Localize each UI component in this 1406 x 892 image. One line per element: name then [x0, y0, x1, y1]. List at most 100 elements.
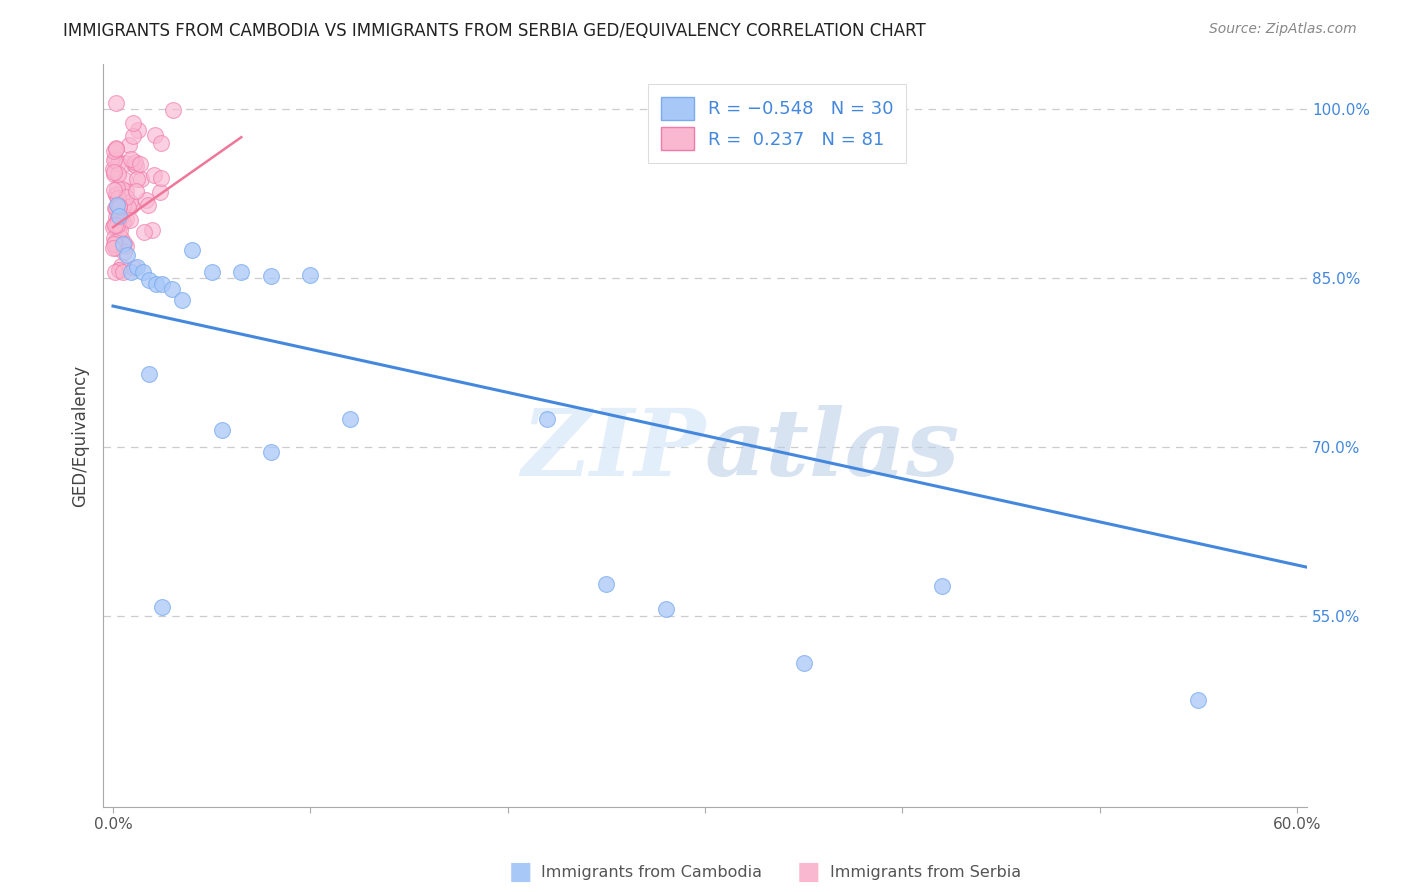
Text: Immigrants from Serbia: Immigrants from Serbia: [830, 865, 1021, 880]
Point: [105, 211, 128, 225]
Point: [103, 182, 125, 196]
Point: [160, 282, 183, 296]
Point: [105, 219, 128, 233]
Text: IMMIGRANTS FROM CAMBODIA VS IMMIGRANTS FROM SERBIA GED/EQUIVALENCY CORRELATION C: IMMIGRANTS FROM CAMBODIA VS IMMIGRANTS F…: [63, 22, 927, 40]
Point: [299, 268, 322, 282]
Point: [114, 212, 136, 227]
Point: [124, 155, 146, 169]
Point: [108, 199, 131, 213]
Point: [931, 579, 953, 593]
Point: [150, 171, 173, 186]
Point: [104, 240, 127, 254]
Point: [145, 277, 167, 291]
Point: [115, 184, 138, 198]
Point: [103, 236, 125, 251]
Point: [115, 156, 138, 170]
Point: [104, 141, 127, 155]
Point: [148, 185, 170, 199]
Point: [131, 265, 153, 279]
Text: Source: ZipAtlas.com: Source: ZipAtlas.com: [1209, 22, 1357, 37]
Point: [105, 186, 128, 201]
Point: [129, 157, 152, 171]
Point: [108, 223, 131, 237]
Point: [122, 157, 145, 171]
Point: [132, 225, 155, 239]
Point: [170, 293, 193, 308]
Point: [110, 231, 132, 245]
Point: [107, 211, 129, 225]
Text: ■: ■: [509, 861, 531, 884]
Point: [103, 153, 125, 168]
Point: [107, 211, 129, 225]
Point: [150, 599, 173, 614]
Point: [135, 193, 157, 207]
Point: [536, 411, 558, 425]
Point: [339, 411, 361, 425]
Point: [201, 265, 224, 279]
Point: [181, 243, 204, 257]
Point: [1187, 693, 1209, 707]
Point: [141, 223, 163, 237]
Point: [118, 194, 141, 209]
Text: ZIP: ZIP: [520, 405, 704, 495]
Point: [104, 151, 127, 165]
Point: [103, 241, 125, 255]
Point: [107, 191, 129, 205]
Point: [110, 211, 132, 225]
Point: [108, 263, 131, 277]
Point: [112, 245, 135, 260]
Point: [793, 656, 815, 670]
Text: atlas: atlas: [704, 405, 960, 495]
Point: [111, 182, 134, 196]
Point: [110, 259, 132, 273]
Point: [107, 223, 129, 237]
Point: [104, 218, 127, 232]
Point: [112, 236, 135, 251]
Point: [114, 239, 136, 253]
Point: [138, 273, 160, 287]
Text: ■: ■: [797, 861, 820, 884]
Point: [118, 138, 141, 153]
Point: [104, 235, 127, 249]
Point: [150, 136, 173, 151]
Point: [108, 209, 131, 223]
Point: [103, 230, 125, 244]
Point: [127, 172, 149, 186]
Point: [112, 265, 135, 279]
Point: [120, 265, 142, 279]
Point: [104, 201, 127, 215]
Point: [125, 260, 148, 274]
Point: [103, 218, 125, 232]
Point: [103, 219, 125, 234]
Point: [122, 116, 145, 130]
Point: [104, 96, 127, 111]
Point: [107, 168, 129, 182]
Point: [105, 198, 128, 212]
Point: [260, 445, 283, 459]
Text: Immigrants from Cambodia: Immigrants from Cambodia: [541, 865, 762, 880]
Point: [129, 171, 152, 186]
Point: [105, 181, 128, 195]
Point: [120, 152, 142, 166]
Point: [103, 144, 125, 158]
Point: [125, 159, 148, 173]
Point: [114, 173, 136, 187]
Point: [107, 217, 129, 231]
Point: [103, 161, 125, 176]
Y-axis label: GED/Equivalency: GED/Equivalency: [72, 365, 89, 507]
Point: [136, 198, 159, 212]
Point: [143, 128, 166, 142]
Point: [143, 168, 166, 182]
Point: [114, 190, 136, 204]
Point: [108, 200, 131, 214]
Point: [105, 142, 128, 156]
Point: [122, 260, 145, 275]
Point: [654, 602, 676, 616]
Point: [108, 263, 131, 277]
Point: [111, 215, 134, 229]
Point: [231, 265, 253, 279]
Point: [211, 423, 233, 437]
Point: [103, 165, 125, 179]
Point: [104, 188, 127, 202]
Point: [118, 213, 141, 227]
